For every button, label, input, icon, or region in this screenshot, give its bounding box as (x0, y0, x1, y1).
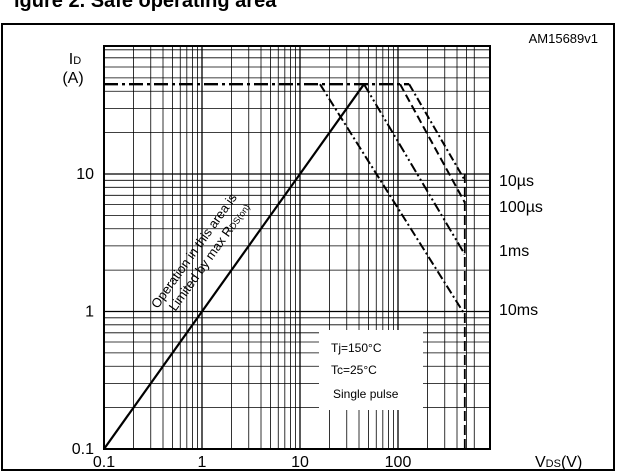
x-tick-label: 10 (291, 454, 309, 471)
curve-1ms (363, 83, 466, 255)
series-label: 10ms (499, 302, 538, 319)
x-tick-label: 1 (198, 454, 207, 471)
series-label: 100µs (499, 199, 543, 216)
figure-title-text: igure 2. Safe operating area (14, 0, 277, 12)
y-axis-label: ID (69, 51, 81, 68)
y-axis-unit: (A) (62, 70, 83, 87)
conditions-box (319, 330, 423, 410)
grid (103, 45, 491, 450)
y-tick-label: 10 (76, 166, 94, 183)
x-axis-label: VDS(V) (535, 454, 582, 471)
x-tick-label: 0.1 (93, 454, 115, 471)
condition-text: Single pulse (333, 387, 399, 401)
curve-100us (399, 83, 466, 203)
condition-text: Tc=25°C (331, 363, 377, 377)
curve-10us (408, 83, 466, 181)
series-label: 10µs (499, 173, 534, 190)
y-tick-label: 1 (85, 304, 94, 321)
labels: 10µs 100µs 1ms 10ms 0.1 1 10 100 0.1 1 10 VDS(V) ID (… (62, 31, 598, 471)
curve-10ms (319, 83, 466, 316)
x-tick-label: 100 (385, 454, 412, 471)
figure-title: igure 2. Safe operating area (0, 0, 617, 22)
rds-annotation-line1: Operation in this area is (148, 190, 240, 311)
curves (103, 83, 466, 450)
y-tick-label: 0.1 (72, 441, 94, 458)
series-label: 1ms (499, 243, 529, 260)
condition-text: Tj=150°C (331, 341, 382, 355)
figure-frame (1, 23, 615, 471)
plot-border (103, 45, 491, 450)
boundary-rds-limit (103, 83, 365, 450)
figure-code: AM15689v1 (529, 31, 598, 46)
